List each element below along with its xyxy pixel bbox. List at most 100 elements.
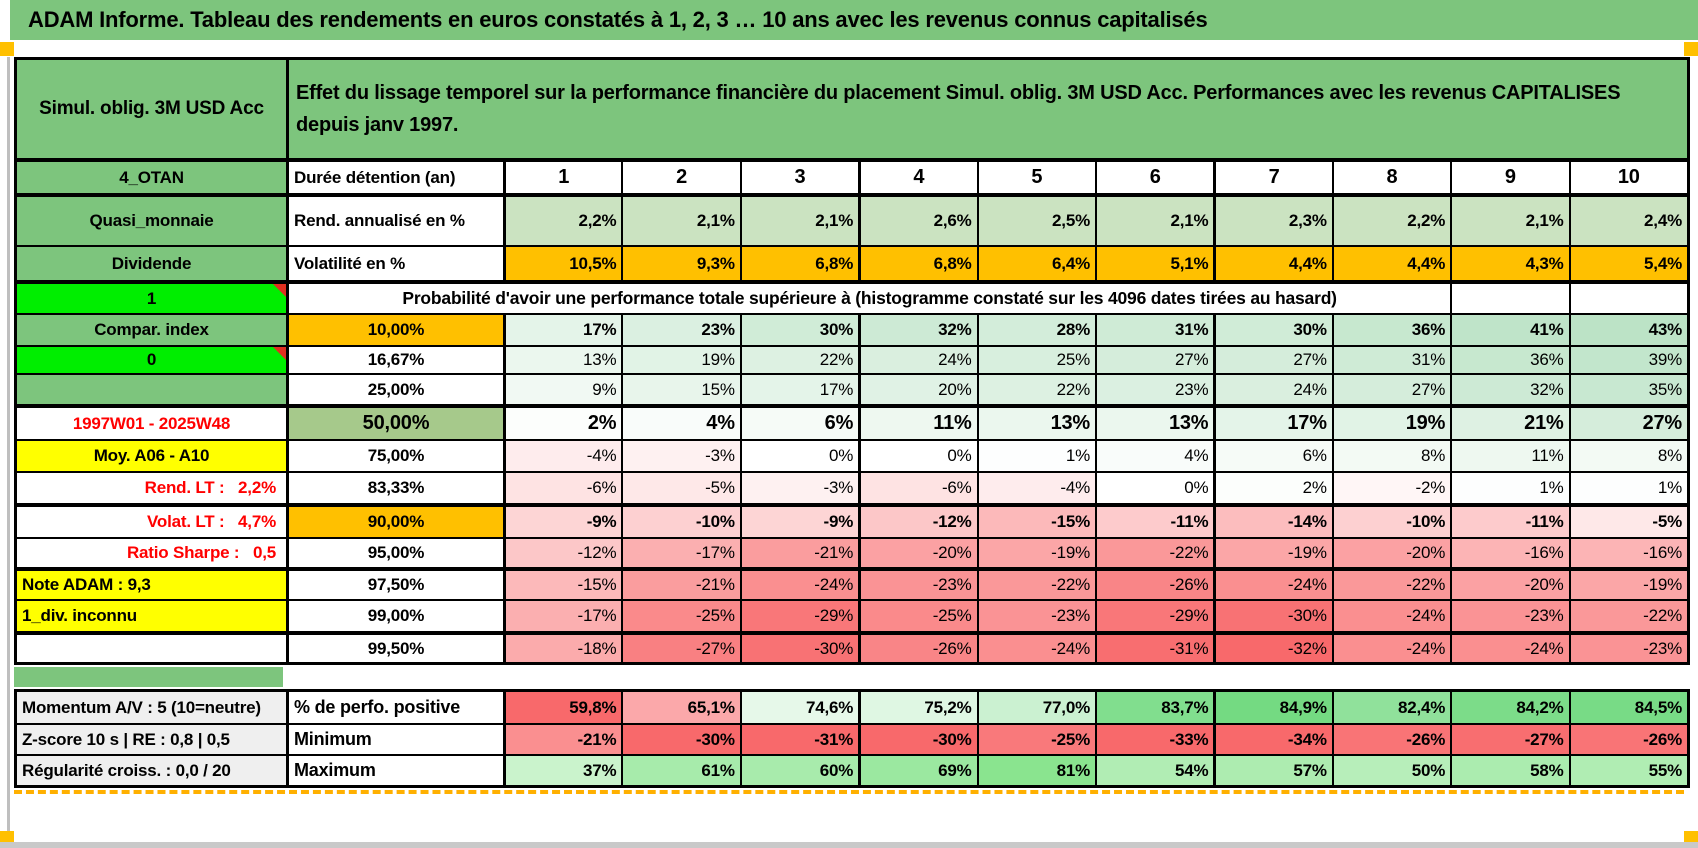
value-cell[interactable]: -18% [503,635,622,662]
value-cell[interactable]: -5% [1568,507,1687,537]
value-cell[interactable]: -27% [1450,725,1569,754]
value-cell[interactable]: 27% [1213,347,1332,373]
value-cell[interactable]: 4,4% [1213,247,1332,280]
value-cell[interactable]: -4% [503,441,622,471]
value-cell[interactable]: -22% [1331,571,1451,599]
value-cell[interactable]: 11% [1450,441,1569,471]
value-cell[interactable]: 8% [1568,441,1687,471]
value-cell[interactable]: -16% [1568,539,1687,567]
threshold-cell[interactable]: 75,00% [286,441,503,471]
value-cell[interactable]: -27% [621,635,740,662]
summary-label-cell[interactable]: Momentum A/V : 5 (10=neutre) [17,692,286,723]
value-cell[interactable]: 58% [1450,756,1569,785]
row-label-cell[interactable]: Ratio Sharpe : 0,5 [126,543,276,562]
value-cell[interactable]: 2% [1213,473,1332,503]
value-cell[interactable]: 6,8% [739,247,859,280]
value-cell[interactable]: -32% [1213,635,1332,662]
corner-label-cell[interactable]: 4_OTAN [17,162,286,193]
value-cell[interactable]: -30% [858,725,977,754]
value-cell[interactable]: 84,2% [1450,692,1569,723]
value-cell[interactable]: -26% [858,635,977,662]
value-cell[interactable]: -25% [621,601,740,631]
value-cell[interactable]: -16% [1450,539,1569,567]
stat-name-cell[interactable]: Volatilité en % [286,247,503,280]
value-cell[interactable]: -24% [1213,571,1332,599]
summary-label-cell[interactable]: Régularité croiss. : 0,0 / 20 [17,756,286,785]
value-cell[interactable]: 1% [1450,473,1569,503]
value-cell[interactable]: 41% [1450,315,1569,345]
value-cell[interactable]: 17% [739,375,859,404]
value-cell[interactable]: 27% [1331,375,1451,404]
value-cell[interactable]: -26% [1331,725,1451,754]
value-cell[interactable]: -31% [739,725,859,754]
value-cell[interactable]: 77,0% [976,692,1095,723]
year-header-cell[interactable]: 7 [1213,162,1331,193]
value-cell[interactable]: -5% [621,473,740,503]
value-cell[interactable]: 21% [1450,408,1569,439]
value-cell[interactable]: -23% [976,601,1095,631]
value-cell[interactable]: 23% [1095,375,1214,404]
year-header-cell[interactable]: 1 [503,162,621,193]
row-label-cell[interactable]: Dividende [17,247,286,280]
value-cell[interactable]: -29% [739,601,859,631]
summary-name-cell[interactable]: % de perfo. positive [286,692,503,723]
value-cell[interactable]: -22% [1095,539,1214,567]
value-cell[interactable]: 6,4% [976,247,1095,280]
threshold-cell[interactable]: 97,50% [286,571,503,599]
value-cell[interactable]: 24% [858,347,977,373]
value-cell[interactable]: 32% [858,315,977,345]
comment-cell[interactable]: 1 [17,284,286,313]
value-cell[interactable]: 2,1% [1450,197,1569,245]
threshold-cell[interactable]: 99,50% [286,635,503,662]
row-label-cell[interactable]: Note ADAM : 9,3 [17,571,286,599]
value-cell[interactable]: -24% [1331,635,1451,662]
summary-label-cell[interactable]: Z-score 10 s | RE : 0,8 | 0,5 [17,725,286,754]
value-cell[interactable]: 0% [739,441,859,471]
row-label-cell[interactable]: 1_div. inconnu [17,601,286,631]
year-header-cell[interactable]: 6 [1095,162,1213,193]
threshold-cell[interactable]: 10,00% [286,315,503,345]
threshold-cell[interactable]: 25,00% [286,375,503,404]
value-cell[interactable]: 35% [1568,375,1687,404]
empty-cell[interactable] [1568,284,1687,313]
value-cell[interactable]: -26% [1095,571,1214,599]
value-cell[interactable]: 4,3% [1450,247,1569,280]
value-cell[interactable]: -30% [739,635,859,662]
value-cell[interactable]: -24% [1450,635,1569,662]
value-cell[interactable]: -23% [1568,635,1687,662]
threshold-cell[interactable]: 83,33% [286,473,503,503]
value-cell[interactable]: 17% [503,315,622,345]
value-cell[interactable]: 82,4% [1331,692,1451,723]
row-label-cell[interactable]: Compar. index [17,315,286,345]
value-cell[interactable]: -21% [503,725,622,754]
value-cell[interactable]: 65,1% [621,692,740,723]
value-cell[interactable]: 5,4% [1568,247,1687,280]
value-cell[interactable]: -20% [1331,539,1451,567]
value-cell[interactable]: -12% [503,539,622,567]
value-cell[interactable]: 19% [621,347,740,373]
value-cell[interactable]: 2% [503,408,622,439]
value-cell[interactable]: 84,9% [1213,692,1332,723]
threshold-cell[interactable]: 90,00% [286,507,503,537]
value-cell[interactable]: 4% [621,408,740,439]
value-cell[interactable]: 55% [1568,756,1687,785]
value-cell[interactable]: 31% [1331,347,1451,373]
value-cell[interactable]: 54% [1095,756,1214,785]
year-header-cell[interactable]: 4 [858,162,976,193]
value-cell[interactable]: -10% [1331,507,1451,537]
threshold-cell[interactable]: 16,67% [286,347,503,373]
value-cell[interactable]: 13% [503,347,622,373]
value-cell[interactable]: 19% [1331,408,1451,439]
value-cell[interactable]: 17% [1213,408,1332,439]
value-cell[interactable]: -30% [621,725,740,754]
value-cell[interactable]: -17% [621,539,740,567]
value-cell[interactable]: 6% [739,408,859,439]
sheet-title-cell[interactable]: ADAM Informe. Tableau des rendements en … [10,0,1698,40]
value-cell[interactable]: 13% [976,408,1095,439]
value-cell[interactable]: 2,2% [1331,197,1451,245]
value-cell[interactable]: 6,8% [858,247,977,280]
probability-title-cell[interactable]: Probabilité d'avoir une performance tota… [286,284,1450,313]
value-cell[interactable]: 11% [858,408,977,439]
value-cell[interactable]: -15% [503,571,622,599]
value-cell[interactable]: 9% [503,375,622,404]
